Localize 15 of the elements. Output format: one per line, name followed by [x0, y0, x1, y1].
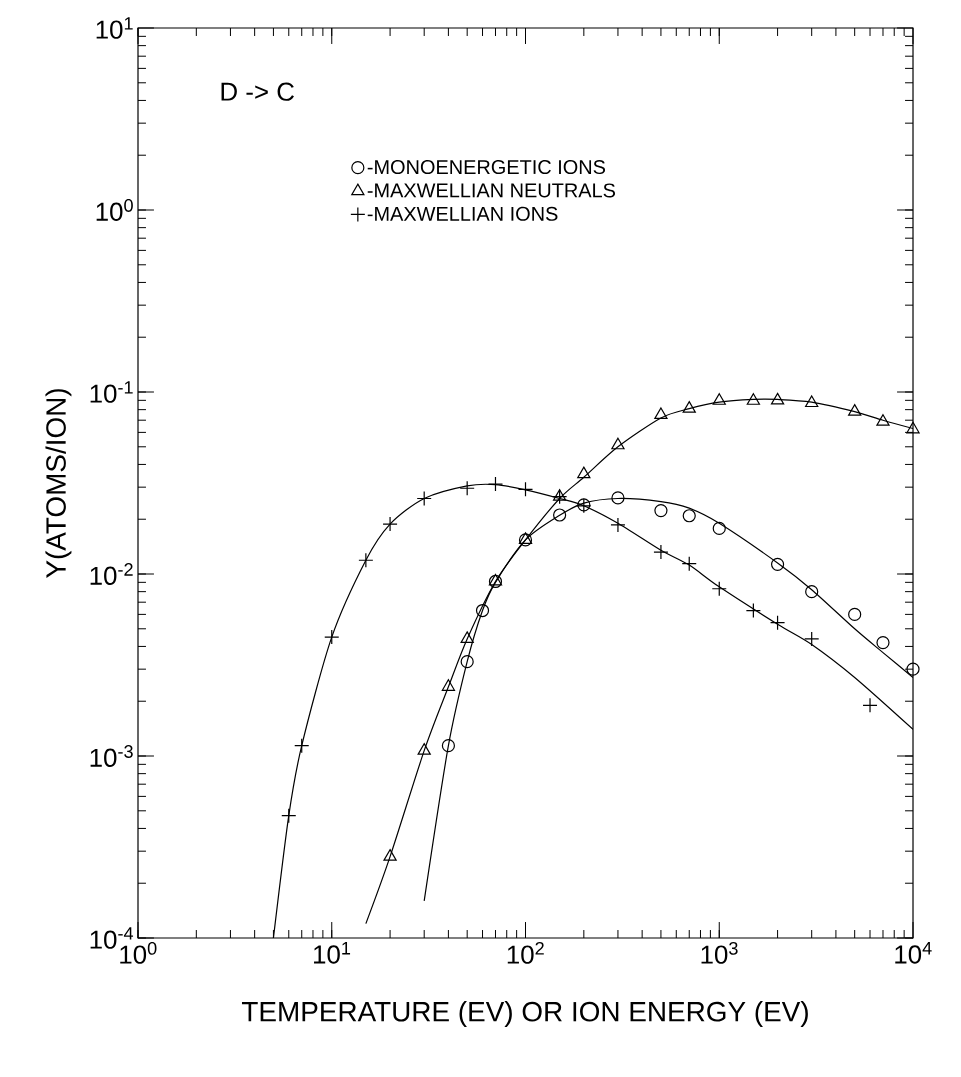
y-tick-label: 10$^{1}$: [96, 17, 133, 39]
x-axis-title: TEMPERATURE (EV) OR ION ENERGY (EV): [241, 1001, 808, 1028]
x-tick-label: 10$^{3}$: [701, 941, 738, 964]
y-axis-title: Y(ATOMS/ION): [45, 389, 72, 578]
legend-label: -MAXWELLIAN IONS: [367, 206, 558, 221]
x-tick-label: 10$^{1}$: [314, 941, 351, 964]
y-tick-label: 10$^{-3}$: [90, 745, 133, 767]
annotation: D -> C: [221, 82, 294, 101]
legend-label: -MONOENERGETIC IONS: [367, 159, 606, 175]
legend-label: -MAXWELLIAN NEUTRALS: [367, 183, 616, 198]
y-tick-label: 10$^{0}$: [96, 199, 133, 221]
x-tick-label: 10$^{2}$: [507, 941, 544, 964]
y-tick-label: 10$^{-2}$: [90, 563, 133, 585]
x-tick-label: 10$^{4}$: [895, 941, 932, 964]
y-tick-label: 10$^{-1}$: [90, 381, 133, 403]
